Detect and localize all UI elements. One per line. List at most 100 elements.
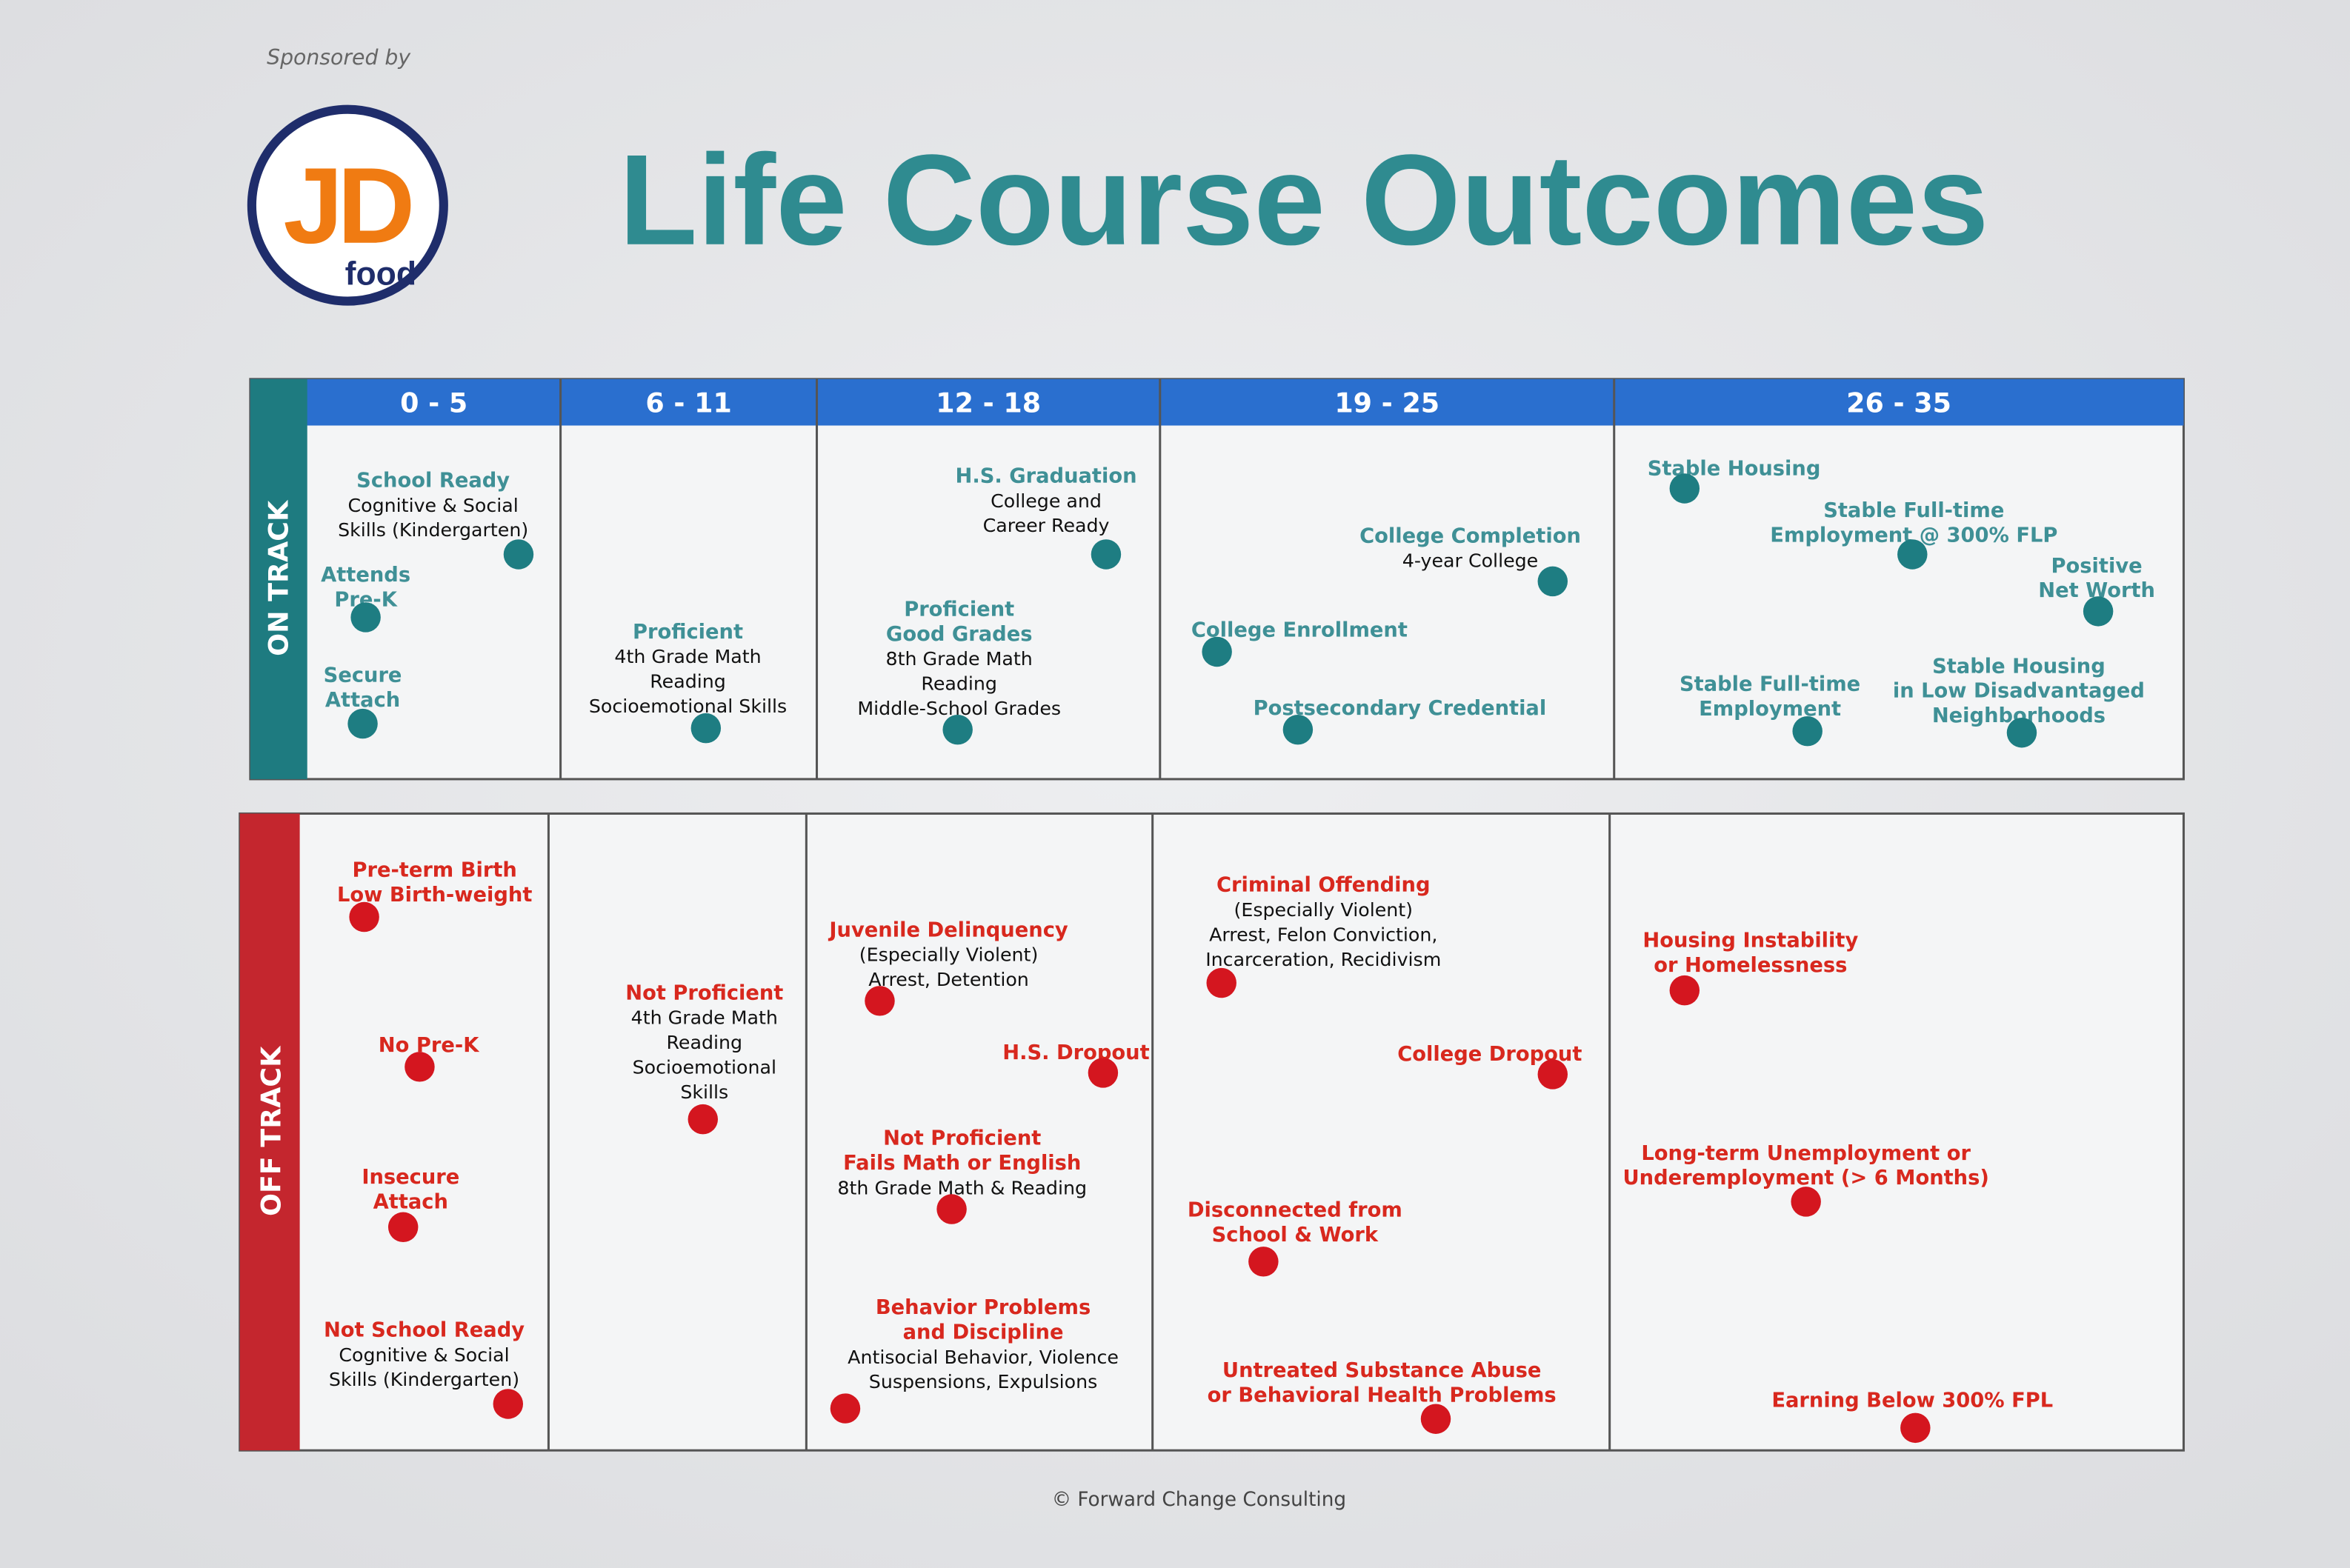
off-track-panel [239, 812, 2185, 1452]
footer: © Forward Change Consulting [1052, 1489, 1346, 1511]
outcome-detail: Reading [667, 1032, 743, 1053]
outcome-dot [865, 986, 895, 1016]
outcome-detail: Socioemotional Skills [589, 695, 787, 717]
outcome-detail: Antisocial Behavior, Violence [848, 1347, 1119, 1368]
outcome-detail: Arrest, Detention [868, 969, 1029, 990]
outcome-title: Behavior Problems [876, 1296, 1091, 1319]
outcome-dot [1282, 714, 1314, 745]
outcome-dot [1897, 539, 1928, 570]
outcome-title: No Pre-K [379, 1034, 479, 1057]
outcome-dot [690, 713, 722, 744]
outcome-dot [942, 714, 973, 745]
outcome-title: College Completion [1359, 524, 1581, 547]
age-column-header: 19 - 25 [1334, 387, 1439, 418]
outcome-detail: 4th Grade Math [614, 646, 761, 667]
outcome-detail: Suspensions, Expulsions [869, 1371, 1098, 1392]
outcome-detail: Arrest, Felon Conviction, [1209, 924, 1437, 945]
outcome-title: Not Proficient [625, 981, 783, 1004]
age-column-header: 6 - 11 [645, 387, 731, 418]
logo-ring [247, 104, 448, 306]
outcome-title: and Discipline [903, 1321, 1064, 1344]
outcome-title: Insecure [362, 1166, 459, 1189]
outcome-dot [1791, 1187, 1821, 1217]
outcome-title: School Ready [356, 469, 510, 492]
outcome-dot [1537, 1059, 1568, 1090]
outcome-title: or Behavioral Health Problems [1208, 1384, 1557, 1407]
age-column-header: 12 - 18 [936, 387, 1041, 418]
outcome-dot [1091, 539, 1122, 570]
logo: JD food [247, 104, 448, 306]
off-track-label: OFF TRACK [255, 1045, 287, 1216]
sponsor-text: Sponsored by [267, 45, 411, 70]
outcome-detail: 4th Grade Math [631, 1007, 778, 1029]
outcome-detail: (Especially Violent) [1234, 899, 1414, 921]
age-column-header: 0 - 5 [400, 387, 467, 418]
outcome-detail: Incarceration, Recidivism [1205, 949, 1441, 970]
outcome-dot [2083, 596, 2114, 627]
outcome-detail: Socioemotional [633, 1056, 776, 1078]
outcome-dot [1537, 566, 1568, 597]
outcome-title: Low Birth-weight [337, 884, 532, 907]
outcome-title: Disconnected from [1188, 1199, 1402, 1222]
outcome-title: Not Proficient [883, 1127, 1041, 1150]
outcome-detail: Reading [921, 673, 997, 695]
outcome-title: Housing Instability [1642, 929, 1858, 952]
outcome-dot [1669, 975, 1700, 1006]
outcome-detail: (Especially Violent) [859, 944, 1039, 966]
outcome-title: Stable Housing [1648, 457, 1821, 480]
outcome-title: Juvenile Delinquency [828, 918, 1068, 941]
outcome-dot [1792, 715, 1823, 747]
outcome-title: Criminal Offending [1216, 874, 1431, 897]
outcome-title: Stable Housing [1932, 655, 2106, 678]
outcome-title: Proficient [904, 598, 1014, 621]
outcome-title: Earning Below 300% FPL [1771, 1389, 2053, 1412]
outcome-detail: Skills (Kindergarten) [338, 519, 528, 541]
outcome-dot [1900, 1412, 1931, 1444]
logo-sub: food [345, 256, 416, 292]
title: Life Course Outcomes [619, 128, 1988, 272]
outcome-dot [1420, 1404, 1451, 1434]
outcome-detail: Skills [680, 1081, 728, 1103]
outcome-title: or Homelessness [1654, 954, 1847, 977]
outcome-dot [1202, 636, 1232, 667]
outcome-title: Proficient [633, 621, 743, 644]
outcome-title: Long-term Unemployment or [1641, 1142, 1971, 1165]
outcome-detail: 4-year College [1402, 550, 1538, 572]
outcome-dot [405, 1052, 435, 1082]
outcome-dot [347, 708, 378, 739]
outcome-title: Fails Math or English [843, 1152, 1081, 1175]
outcome-detail: Career Ready [983, 515, 1110, 536]
outcome-dot [1248, 1247, 1279, 1277]
outcome-dot [1206, 967, 1236, 998]
outcome-title: Attach [373, 1190, 448, 1213]
outcome-title: H.S. Dropout [1002, 1041, 1149, 1064]
outcome-title: Employment [1699, 698, 1841, 721]
outcome-title: Underemployment (> 6 Months) [1622, 1167, 1988, 1190]
outcome-detail: 8th Grade Math & Reading [837, 1177, 1087, 1198]
outcome-detail: College and [991, 490, 1102, 512]
outcome-dot [2006, 717, 2037, 748]
age-column-header: 26 - 35 [1846, 387, 1951, 418]
outcome-dot [830, 1393, 861, 1424]
outcome-dot [1088, 1058, 1119, 1088]
outcome-title: College Enrollment [1191, 619, 1408, 642]
outcome-title: Not School Ready [324, 1318, 525, 1341]
outcome-title: Good Grades [886, 623, 1033, 646]
age-header [250, 378, 2184, 426]
outcome-detail: Skills (Kindergarten) [329, 1369, 519, 1390]
outcome-detail: Cognitive & Social [348, 495, 519, 516]
outcome-title: Pre-term Birth [352, 858, 516, 881]
outcome-dot [503, 539, 534, 570]
off-track-band [239, 813, 300, 1451]
outcome-dot [349, 901, 379, 933]
on-track-label: ON TRACK [262, 499, 294, 656]
logo-main: JD [283, 145, 411, 266]
outcome-title: Attach [325, 689, 400, 712]
outcome-detail: Cognitive & Social [339, 1344, 509, 1366]
outcome-title: Stable Full-time [1823, 499, 2004, 522]
outcome-title: Stable Full-time [1680, 673, 1860, 696]
outcome-dot [493, 1389, 524, 1419]
outcome-dot [1669, 473, 1700, 504]
